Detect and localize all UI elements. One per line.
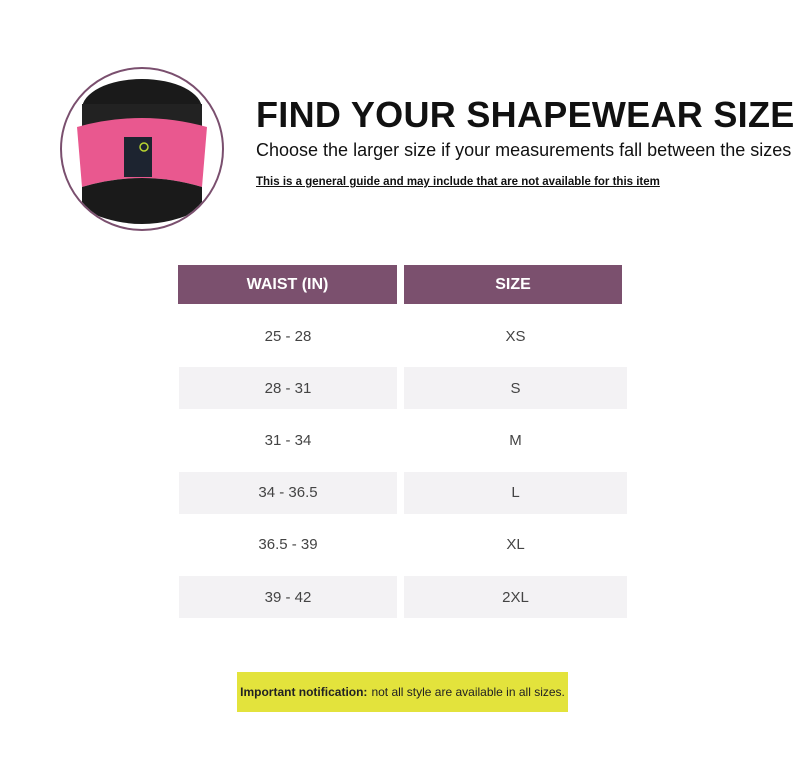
waist-cell: 25 - 28	[264, 327, 312, 345]
notice-text: not all style are available in all sizes…	[371, 685, 565, 699]
waist-cell: 39 - 42	[179, 576, 397, 618]
waist-trainer-icon	[77, 79, 207, 224]
size-cell: XS	[505, 327, 526, 345]
product-image	[60, 67, 224, 231]
page-subtitle: Choose the larger size if your measureme…	[256, 140, 792, 160]
waist-cell: 31 - 34	[264, 431, 312, 449]
header-size: SIZE	[404, 265, 622, 304]
page-title: FIND YOUR SHAPEWEAR SIZE	[256, 94, 795, 135]
waist-cell: 36.5 - 39	[258, 536, 318, 554]
size-cell: M	[509, 431, 522, 449]
size-cell: L	[404, 471, 627, 514]
guide-note: This is a general guide and may include …	[256, 176, 660, 188]
size-cell: XL	[506, 536, 525, 554]
waist-cell: 34 - 36.5	[179, 471, 397, 514]
size-cell: S	[404, 367, 627, 410]
waist-cell: 28 - 31	[179, 367, 397, 410]
notice-label: Important notification:	[240, 685, 368, 699]
notice-banner: Important notification: not all style ar…	[237, 672, 568, 712]
header-waist: WAIST (IN)	[178, 265, 397, 304]
size-cell: 2XL	[404, 576, 627, 618]
